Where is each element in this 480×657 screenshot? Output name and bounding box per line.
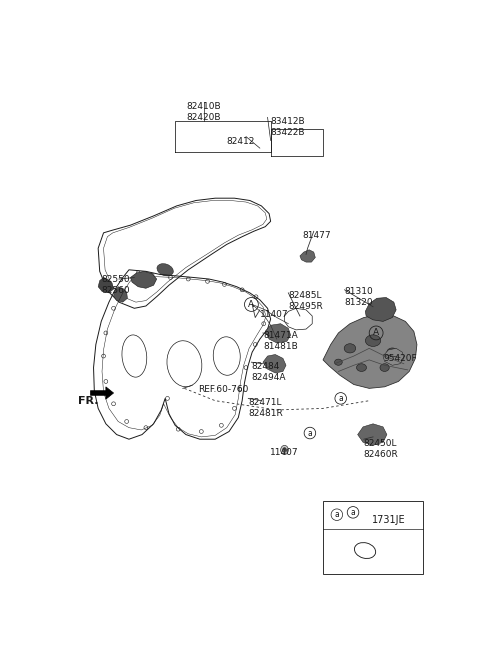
Text: FR.: FR.	[78, 396, 99, 406]
Polygon shape	[300, 250, 315, 262]
Text: 81310
81320: 81310 81320	[345, 286, 373, 307]
Text: a: a	[338, 394, 343, 403]
Text: REF.60-760: REF.60-760	[198, 385, 249, 394]
Text: 82485L
82495R: 82485L 82495R	[288, 290, 323, 311]
Polygon shape	[365, 298, 396, 321]
Text: 11407: 11407	[270, 449, 299, 457]
Bar	[323, 501, 423, 574]
Ellipse shape	[365, 335, 381, 346]
Ellipse shape	[387, 348, 398, 357]
Text: 82484
82494A: 82484 82494A	[252, 362, 286, 382]
Polygon shape	[90, 387, 114, 399]
Text: 81477: 81477	[302, 231, 331, 240]
Ellipse shape	[335, 359, 342, 365]
Text: A: A	[248, 300, 254, 309]
Text: a: a	[351, 508, 355, 517]
Text: 1731JE: 1731JE	[372, 514, 405, 525]
Text: 11407: 11407	[260, 310, 288, 319]
Polygon shape	[98, 277, 114, 293]
Ellipse shape	[157, 263, 173, 276]
Text: 82410B
82420B: 82410B 82420B	[186, 102, 221, 122]
Text: 95420F: 95420F	[384, 353, 418, 363]
Ellipse shape	[357, 364, 367, 371]
Text: 82450L
82460R: 82450L 82460R	[364, 439, 398, 459]
Ellipse shape	[344, 344, 356, 353]
Text: a: a	[335, 510, 339, 519]
Polygon shape	[383, 348, 404, 365]
Text: 82412: 82412	[227, 137, 255, 146]
Ellipse shape	[283, 447, 287, 452]
Polygon shape	[131, 271, 156, 288]
Polygon shape	[323, 315, 417, 388]
Text: a: a	[308, 428, 312, 438]
Text: A: A	[373, 328, 379, 338]
Text: 82550
82560: 82550 82560	[101, 275, 130, 295]
Polygon shape	[265, 324, 291, 343]
Ellipse shape	[380, 364, 389, 371]
Text: 81471A
81481B: 81471A 81481B	[263, 330, 298, 351]
Polygon shape	[263, 355, 286, 373]
Ellipse shape	[281, 445, 288, 455]
Polygon shape	[114, 286, 127, 302]
Polygon shape	[358, 424, 387, 445]
Text: 82471L
82481R: 82471L 82481R	[248, 398, 283, 419]
Text: 83412B
83422B: 83412B 83422B	[271, 118, 305, 137]
